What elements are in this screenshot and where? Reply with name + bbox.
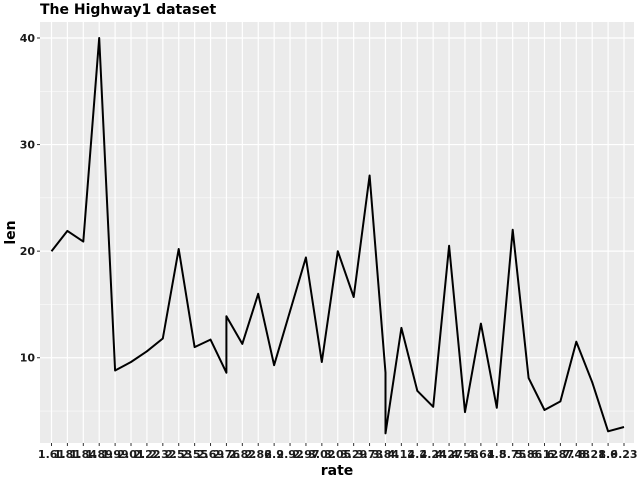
x-tick-label: 2.76 <box>213 448 240 461</box>
x-tick-label: 6.12 <box>531 448 558 461</box>
x-tick-label: 3.02 <box>308 448 335 461</box>
x-tick-label: 7.48 <box>563 448 590 461</box>
x-tick-label: 1.89 <box>86 448 113 461</box>
x-tick-label: 3.29 <box>340 448 367 461</box>
x-tick-label: 2.92 <box>276 448 303 461</box>
x-tick-label: 2.22 <box>133 448 160 461</box>
x-tick-label: 1.81 <box>54 448 81 461</box>
plot-panel <box>40 22 634 443</box>
x-tick-label: 2.55 <box>181 448 208 461</box>
x-tick-label: 2.32 <box>149 448 176 461</box>
x-tick-label: 1.61 <box>38 448 65 461</box>
x-tick-label: 3.05 <box>324 448 351 461</box>
x-tick-label: 2.82 <box>229 448 256 461</box>
x-tick-label: 6.87 <box>547 448 574 461</box>
y-tick-label: 40 <box>20 32 36 45</box>
y-axis: 10 20 30 40 <box>20 32 40 365</box>
chart-title: The Highway1 dataset <box>40 2 217 18</box>
y-axis-title: len <box>3 220 19 244</box>
x-tick-label: 4.58 <box>451 448 478 461</box>
x-tick-label: 2.69 <box>197 448 224 461</box>
x-tick-label: 2.86 <box>245 448 272 461</box>
x-tick-label: 8.6 <box>598 448 618 461</box>
y-tick-label: 10 <box>20 352 36 365</box>
y-tick-label: 20 <box>20 245 36 258</box>
x-axis-title: rate <box>321 463 354 479</box>
x-tick-label: 1.99 <box>102 448 129 461</box>
minor-gridlines <box>40 90 634 412</box>
x-tick-label: 2.01 <box>117 448 144 461</box>
x-tick-label: 1.84 <box>70 448 97 461</box>
x-tick-label: 2.9 <box>264 448 284 461</box>
x-tick-label: 2.53 <box>165 448 192 461</box>
x-tick-label: 5.86 <box>515 448 542 461</box>
x-tick-label: 9.23 <box>610 448 637 461</box>
series-line-len <box>50 37 625 435</box>
x-tick-label: 4.2 <box>408 448 428 461</box>
x-tick-label: 4.27 <box>435 448 462 461</box>
x-tick-label: 8.21 <box>579 448 606 461</box>
x-tick-label: 3.73 <box>356 448 383 461</box>
x-tick-label: 3.84 <box>372 448 399 461</box>
y-tick-label: 30 <box>20 139 36 152</box>
x-tick-label: 4.24 <box>420 448 447 461</box>
x-tick-label: 5.75 <box>499 448 526 461</box>
x-axis: 1.611.811.841.891.992.012.222.322.532.55… <box>38 443 638 461</box>
x-tick-label: 4.8 <box>487 448 507 461</box>
x-tick-label: 4.12 <box>388 448 415 461</box>
x-tick-label: 4.61 <box>467 448 494 461</box>
x-tick-label: 2.97 <box>292 448 319 461</box>
